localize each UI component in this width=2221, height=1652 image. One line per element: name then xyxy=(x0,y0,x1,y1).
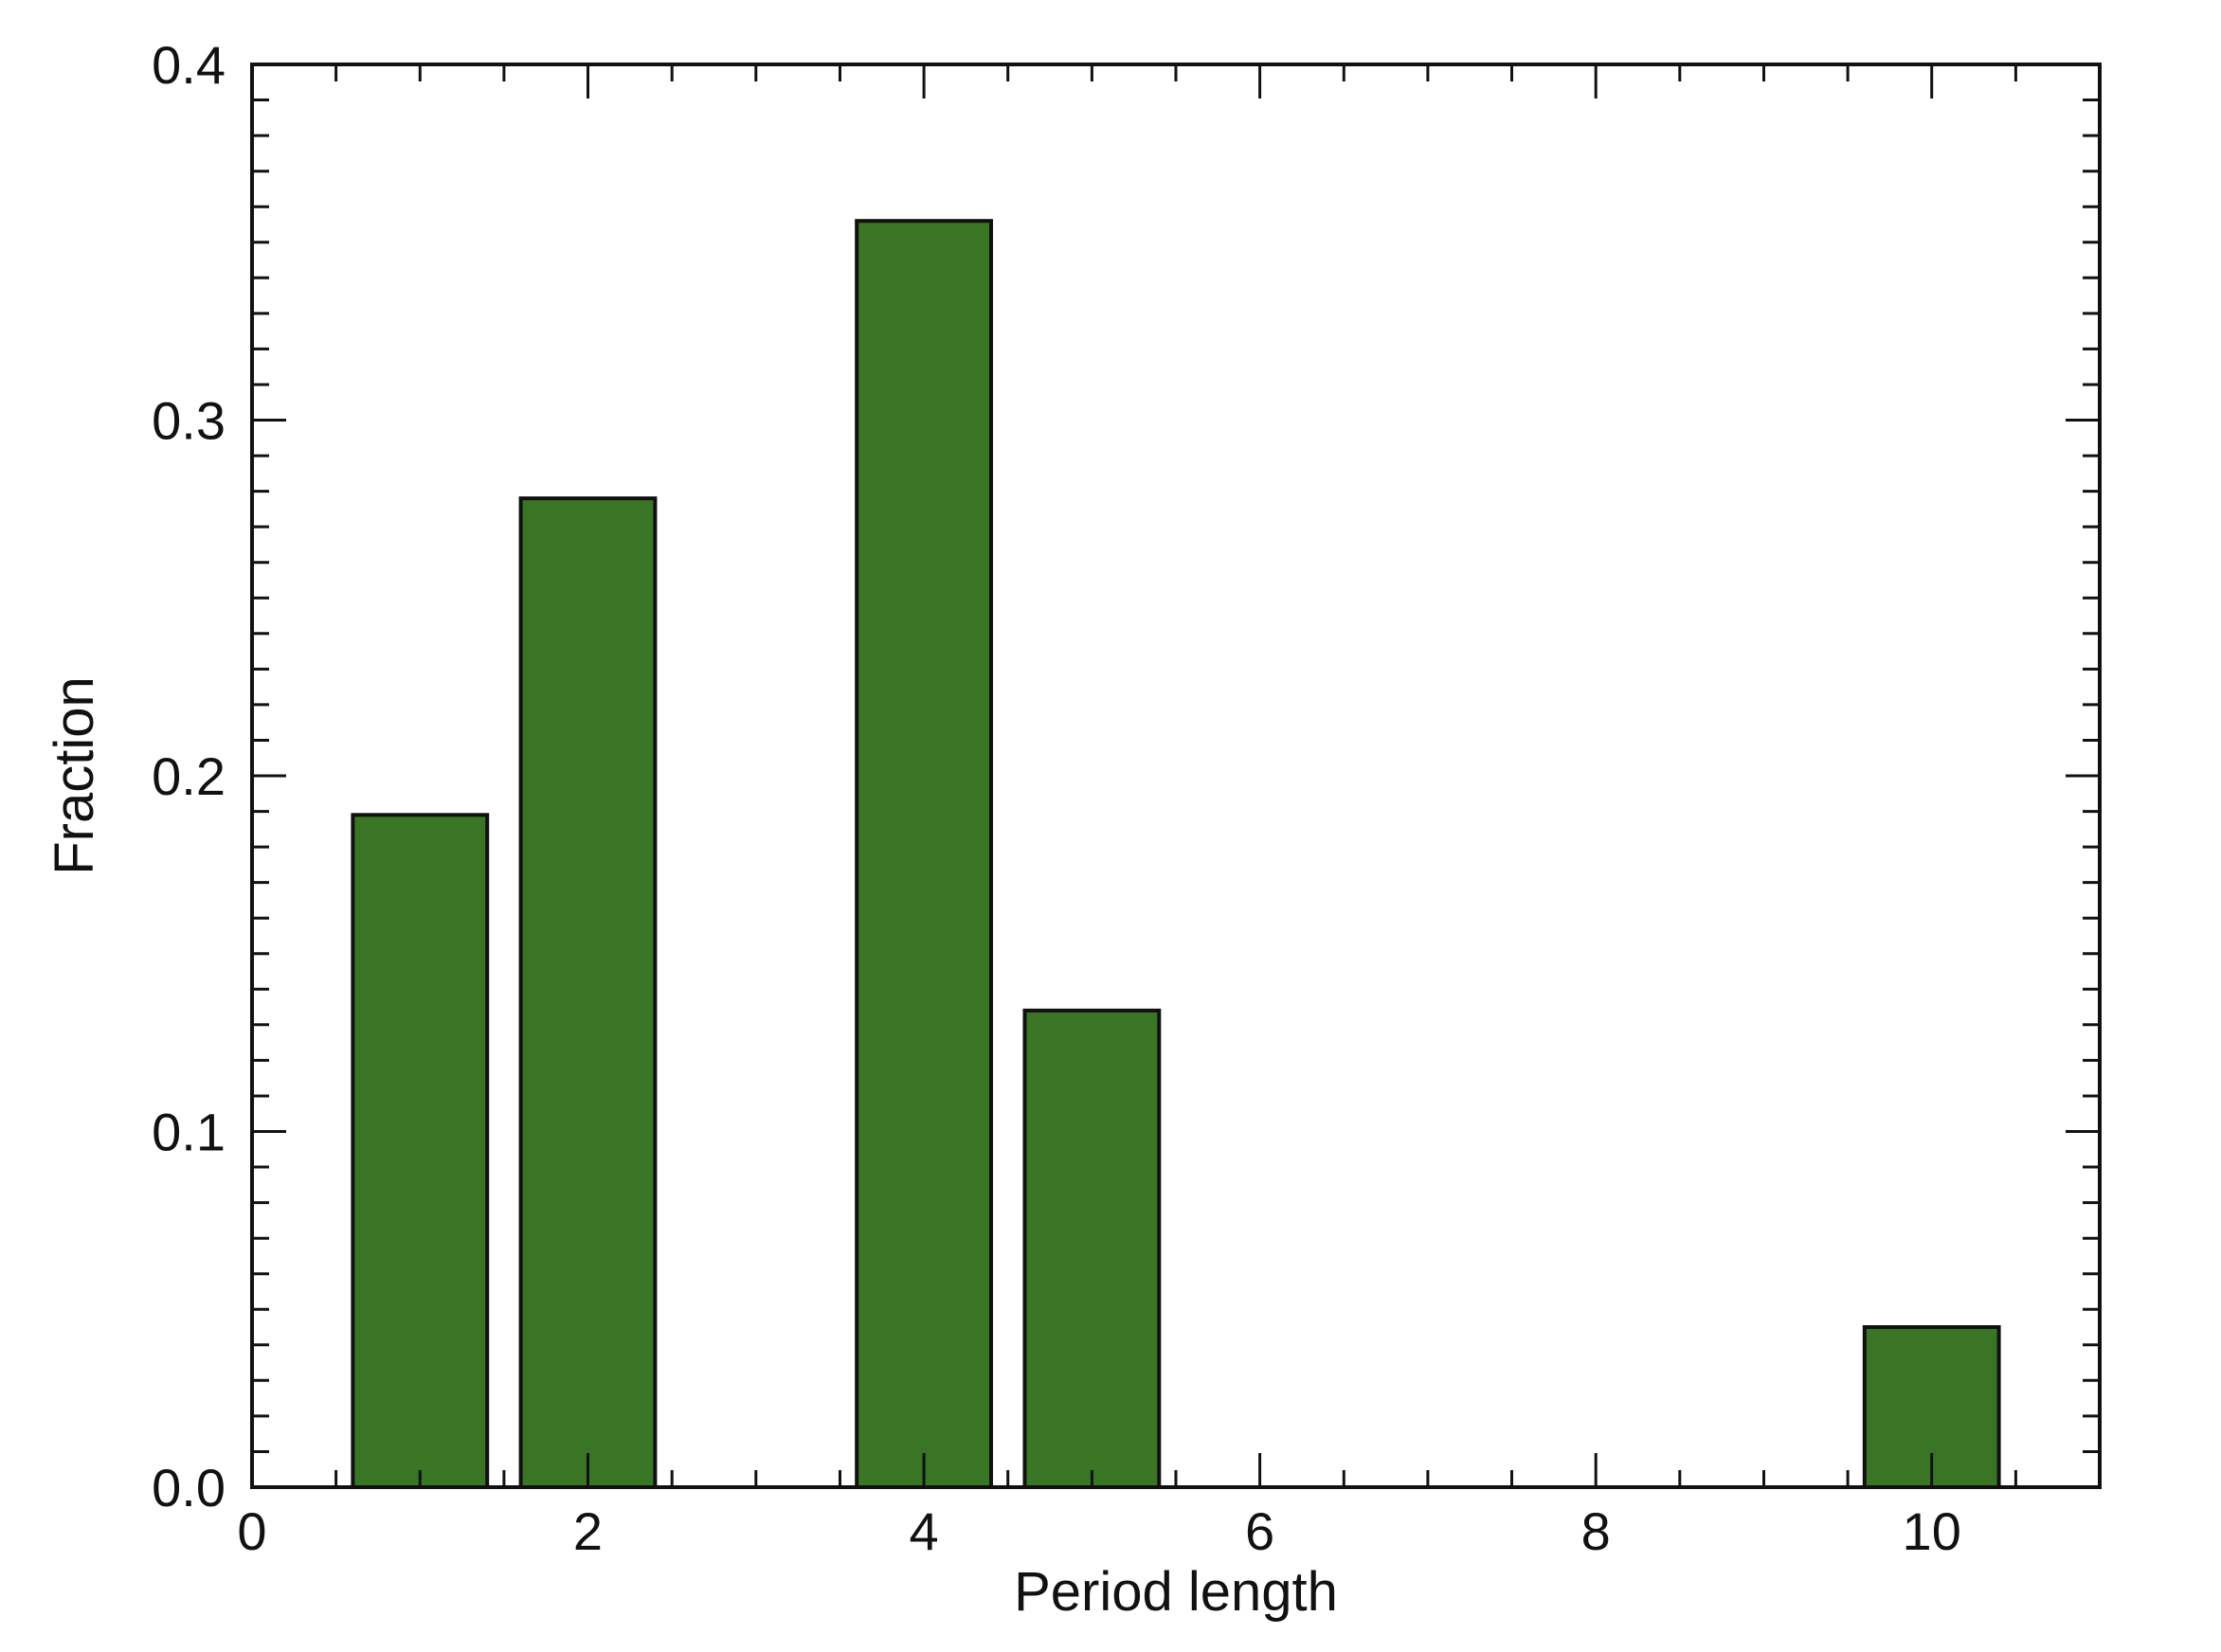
tick-labels-layer: 0 2 4 6 8 10 0.0 0.1 0.2 0.3 0.4 xyxy=(152,35,1961,1561)
plot-frame xyxy=(250,63,2102,1489)
bar-4 xyxy=(855,219,994,1490)
bars-layer xyxy=(351,219,2001,1490)
bar-2 xyxy=(518,496,658,1489)
bar-5 xyxy=(1022,1008,1162,1490)
x-tick-label-3: 6 xyxy=(1245,1501,1274,1561)
x-tick-label-4: 8 xyxy=(1581,1501,1611,1561)
x-axis-title: Period length xyxy=(1014,1561,1338,1623)
x-tick-label-2: 4 xyxy=(910,1501,939,1561)
y-tick-label-2: 0.2 xyxy=(152,746,226,806)
x-tick-label-5: 10 xyxy=(1903,1501,1961,1561)
y-tick-label-3: 0.3 xyxy=(152,391,226,451)
y-tick-label-4: 0.4 xyxy=(152,35,226,95)
bar-1 xyxy=(351,813,490,1489)
y-tick-label-0: 0.0 xyxy=(152,1458,226,1517)
y-tick-label-1: 0.1 xyxy=(152,1103,226,1162)
x-tick-label-1: 2 xyxy=(573,1501,603,1561)
y-axis-title: Fraction xyxy=(44,676,105,875)
x-tick-label-0: 0 xyxy=(237,1501,266,1561)
ticks-layer xyxy=(250,63,2102,1489)
